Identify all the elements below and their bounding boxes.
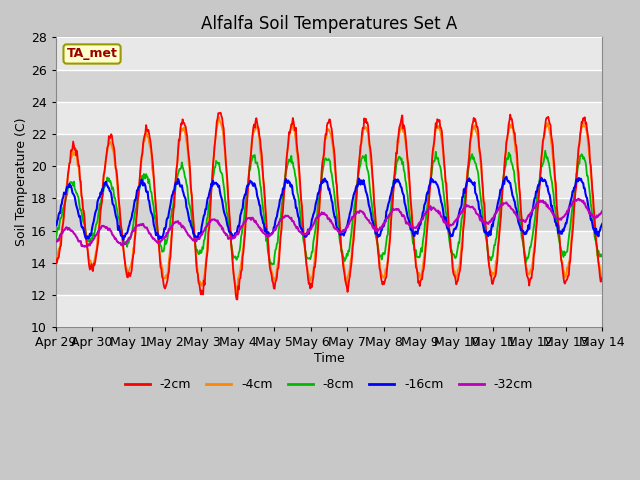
X-axis label: Time: Time xyxy=(314,352,344,365)
Bar xyxy=(56,102,602,134)
Bar xyxy=(56,198,602,230)
Bar xyxy=(56,166,602,198)
Bar xyxy=(56,230,602,263)
Bar xyxy=(56,37,602,70)
Text: TA_met: TA_met xyxy=(67,48,118,60)
Title: Alfalfa Soil Temperatures Set A: Alfalfa Soil Temperatures Set A xyxy=(201,15,457,33)
Bar xyxy=(56,295,602,327)
Legend: -2cm, -4cm, -8cm, -16cm, -32cm: -2cm, -4cm, -8cm, -16cm, -32cm xyxy=(120,373,538,396)
Bar xyxy=(56,263,602,295)
Bar xyxy=(56,134,602,166)
Bar xyxy=(56,70,602,102)
Y-axis label: Soil Temperature (C): Soil Temperature (C) xyxy=(15,118,28,247)
